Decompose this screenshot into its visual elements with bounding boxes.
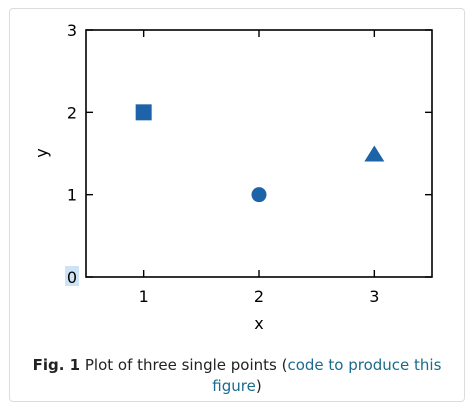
y-tick-label: 2 bbox=[67, 103, 77, 122]
plot-frame bbox=[85, 29, 433, 278]
x-axis-label: x bbox=[254, 314, 263, 333]
figure-caption: Fig. 1 Plot of three single points (code… bbox=[20, 355, 454, 397]
x-tick-label: 1 bbox=[139, 287, 149, 306]
figure-number: Fig. 1 bbox=[32, 356, 81, 374]
data-points bbox=[135, 104, 385, 203]
y-tick-label: 1 bbox=[67, 186, 77, 205]
figure-card bbox=[9, 8, 465, 402]
ticks: 1 2 3 0 1 2 3 bbox=[67, 21, 432, 306]
y-tick-label: 0 bbox=[67, 268, 77, 287]
caption-close: ) bbox=[255, 377, 262, 395]
y-zero-highlight bbox=[65, 266, 79, 286]
data-point-triangle bbox=[364, 145, 385, 162]
y-tick-label: 3 bbox=[67, 21, 77, 40]
data-point-circle bbox=[251, 187, 267, 203]
x-tick-label: 3 bbox=[369, 287, 379, 306]
caption-text: Plot of three single points ( bbox=[84, 356, 288, 374]
x-tick-label: 2 bbox=[254, 287, 264, 306]
data-point-square bbox=[135, 104, 152, 121]
y-axis-label: y bbox=[32, 148, 51, 157]
code-link[interactable]: code to produce this figure bbox=[212, 356, 442, 395]
